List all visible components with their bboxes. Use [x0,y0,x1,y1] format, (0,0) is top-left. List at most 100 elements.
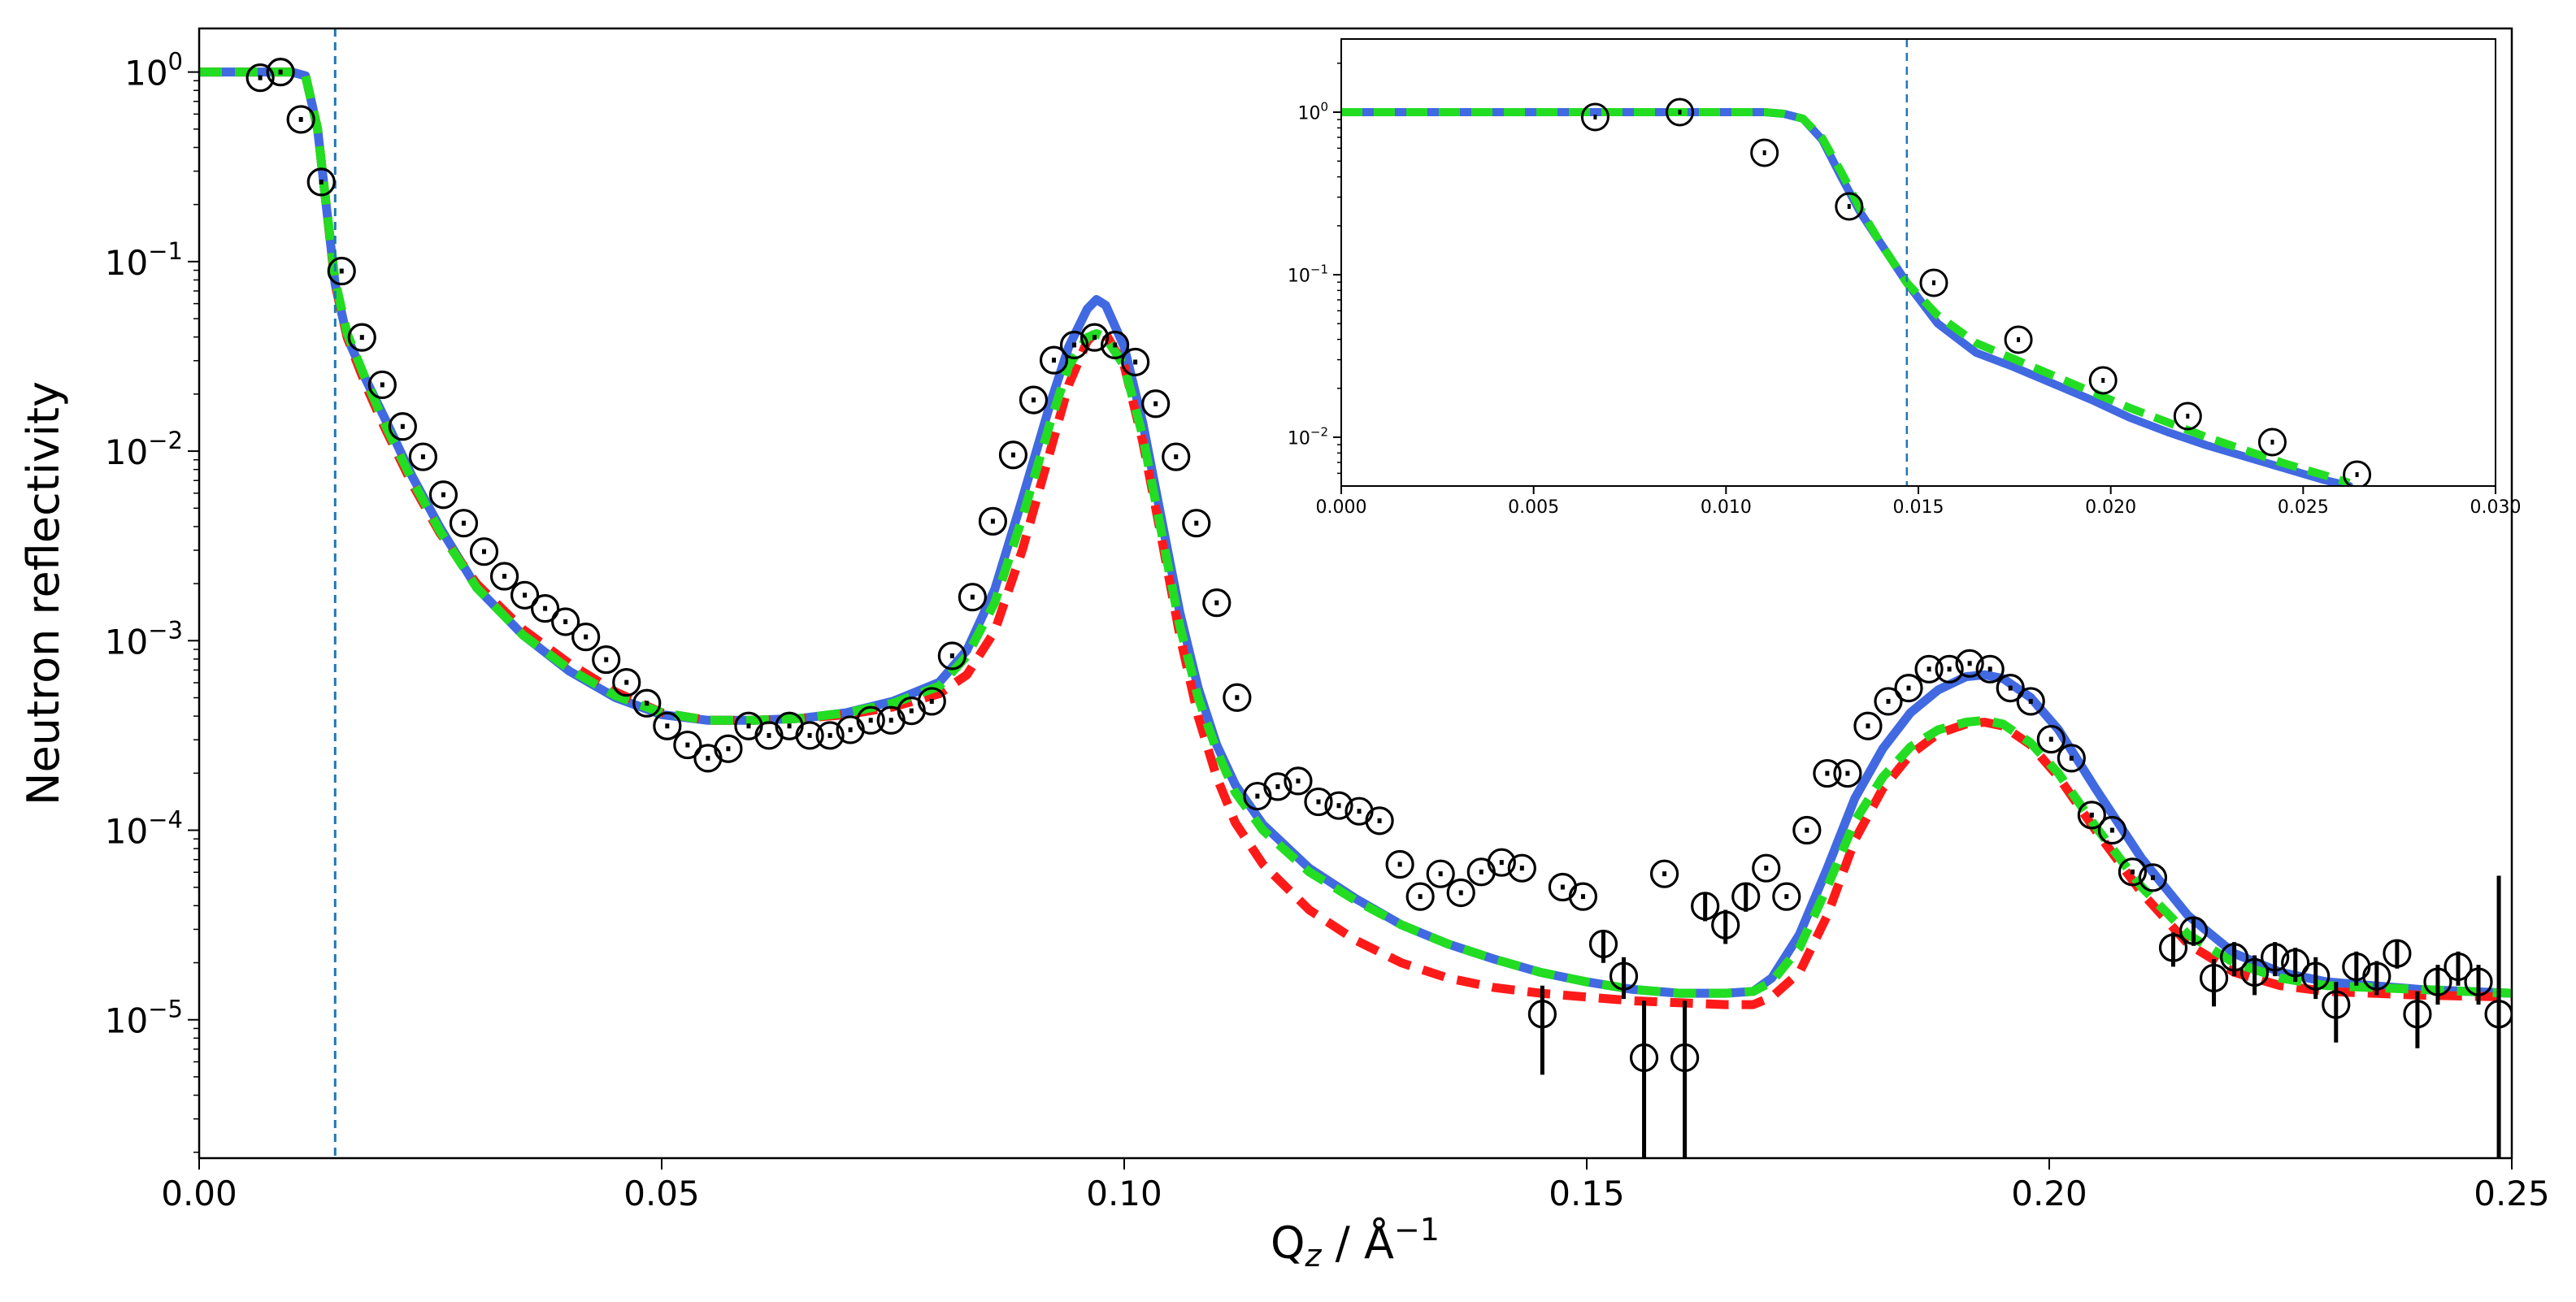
data-point [958,583,987,612]
y-tick-label-base: 10 [105,432,148,472]
x-tick-label: 0.020 [2085,497,2136,518]
data-point [1772,882,1801,911]
data-point [632,688,662,718]
data-point [673,730,702,760]
inset-plot: 0.000 0.005 0.010 0.015 0.020 0.025 0.03010010… [1288,38,2522,518]
data-point [428,480,458,510]
data-point [1304,787,1333,817]
x-tick-label: 0.15 [1549,1174,1625,1213]
data-point [1752,853,1781,883]
y-tick-label-base: 10 [105,622,148,662]
x-tick-label: 0.030 [2470,497,2522,518]
x-tick-label: 0.015 [1893,497,1944,518]
inset-plot-background [1341,39,2496,486]
data-point [1019,385,1049,414]
data-point [408,442,437,471]
x-axis-label-exp: −1 [1394,1212,1440,1248]
data-point [1079,323,1110,352]
data-point [531,594,560,623]
x-tick-label: 0.05 [623,1174,700,1213]
x-tick-label: 0.005 [1508,497,1559,518]
y-tick-label-exp: 0 [168,48,183,76]
data-point [592,645,621,675]
data-point [2281,948,2310,978]
y-tick-label-base: 10 [124,54,167,93]
data-point [2118,857,2148,887]
x-axis-label: Qz / Å−1 [1271,1212,1440,1274]
data-point [1874,687,1903,716]
y-tick-label-base: 10 [105,1001,148,1041]
data-point [286,105,315,134]
inset-axes: 0.000 0.005 0.010 0.015 0.020 0.025 0.03010010… [1288,63,2522,518]
data-point [2261,943,2290,972]
data-point [2464,967,2493,996]
y-tick-label: 10−1 [1288,262,1328,286]
data-point [1527,1000,1557,1029]
data-point [1914,654,1944,684]
x-tick-label: 0.010 [1701,497,1752,518]
main-marks [199,28,2512,1158]
y-tick-label-base: 10 [1288,428,1310,449]
y-tick-label: 10−2 [1288,424,1328,449]
data-point [2016,687,2045,716]
data-point [1101,330,1130,360]
data-point [1853,711,1883,740]
data-point [1580,102,1609,132]
data-point [1833,758,1862,788]
data-point [2240,957,2270,987]
y-tick-label-exp: 0 [1320,99,1328,114]
y-tick-label-base: 10 [105,811,148,851]
data-point [2199,963,2229,993]
x-axis-label-main: Q [1271,1217,1305,1269]
data-point [2403,1000,2432,1029]
data-point [1039,345,1069,375]
data-point [1162,442,1191,471]
data-point [245,63,275,93]
data-point [449,509,479,538]
data-point [815,721,845,750]
data-point [551,607,580,636]
y-tick-label-base: 10 [105,243,148,283]
data-point [1894,674,1923,703]
data-point [1955,649,1984,678]
data-point [2444,952,2473,982]
data-point [1059,330,1089,360]
y-tick-label-exp: −1 [1310,262,1328,276]
data-point [388,412,417,441]
data-point [856,705,885,735]
y-tick-label: 100 [124,48,183,93]
data-point [714,734,743,763]
data-point [2173,401,2202,431]
data-point [795,721,824,750]
data-point [653,711,682,740]
data-point [1731,882,1761,911]
data-point [2036,724,2066,754]
data-point [1385,849,1414,879]
data-point [2088,366,2118,395]
data-point [1975,654,2005,684]
y-tick-label-exp: −5 [148,996,183,1023]
data-point [469,537,499,566]
data-point [1405,882,1435,911]
data-point [937,641,967,671]
data-point [2138,863,2168,892]
data-point [998,441,1028,470]
data-point [1935,654,1964,684]
data-point [1223,683,1252,712]
x-tick-label: 0.10 [1086,1174,1162,1213]
y-tick-label-exp: −2 [1310,424,1328,439]
x-tick-label: 0.000 [1316,497,1367,518]
data-point [1711,910,1740,940]
data-point [1670,1043,1700,1072]
x-axis-label-unit: / Å [1321,1217,1394,1269]
data-point [2322,990,2351,1019]
data-point [2484,1000,2512,1029]
y-tick-label-exp: −2 [148,427,183,454]
data-point [2220,943,2249,972]
data-point [571,623,601,652]
data-point [1691,892,1720,921]
data-point [367,370,397,400]
data-point [2158,933,2188,962]
y-tick-label: 100 [1297,99,1328,124]
